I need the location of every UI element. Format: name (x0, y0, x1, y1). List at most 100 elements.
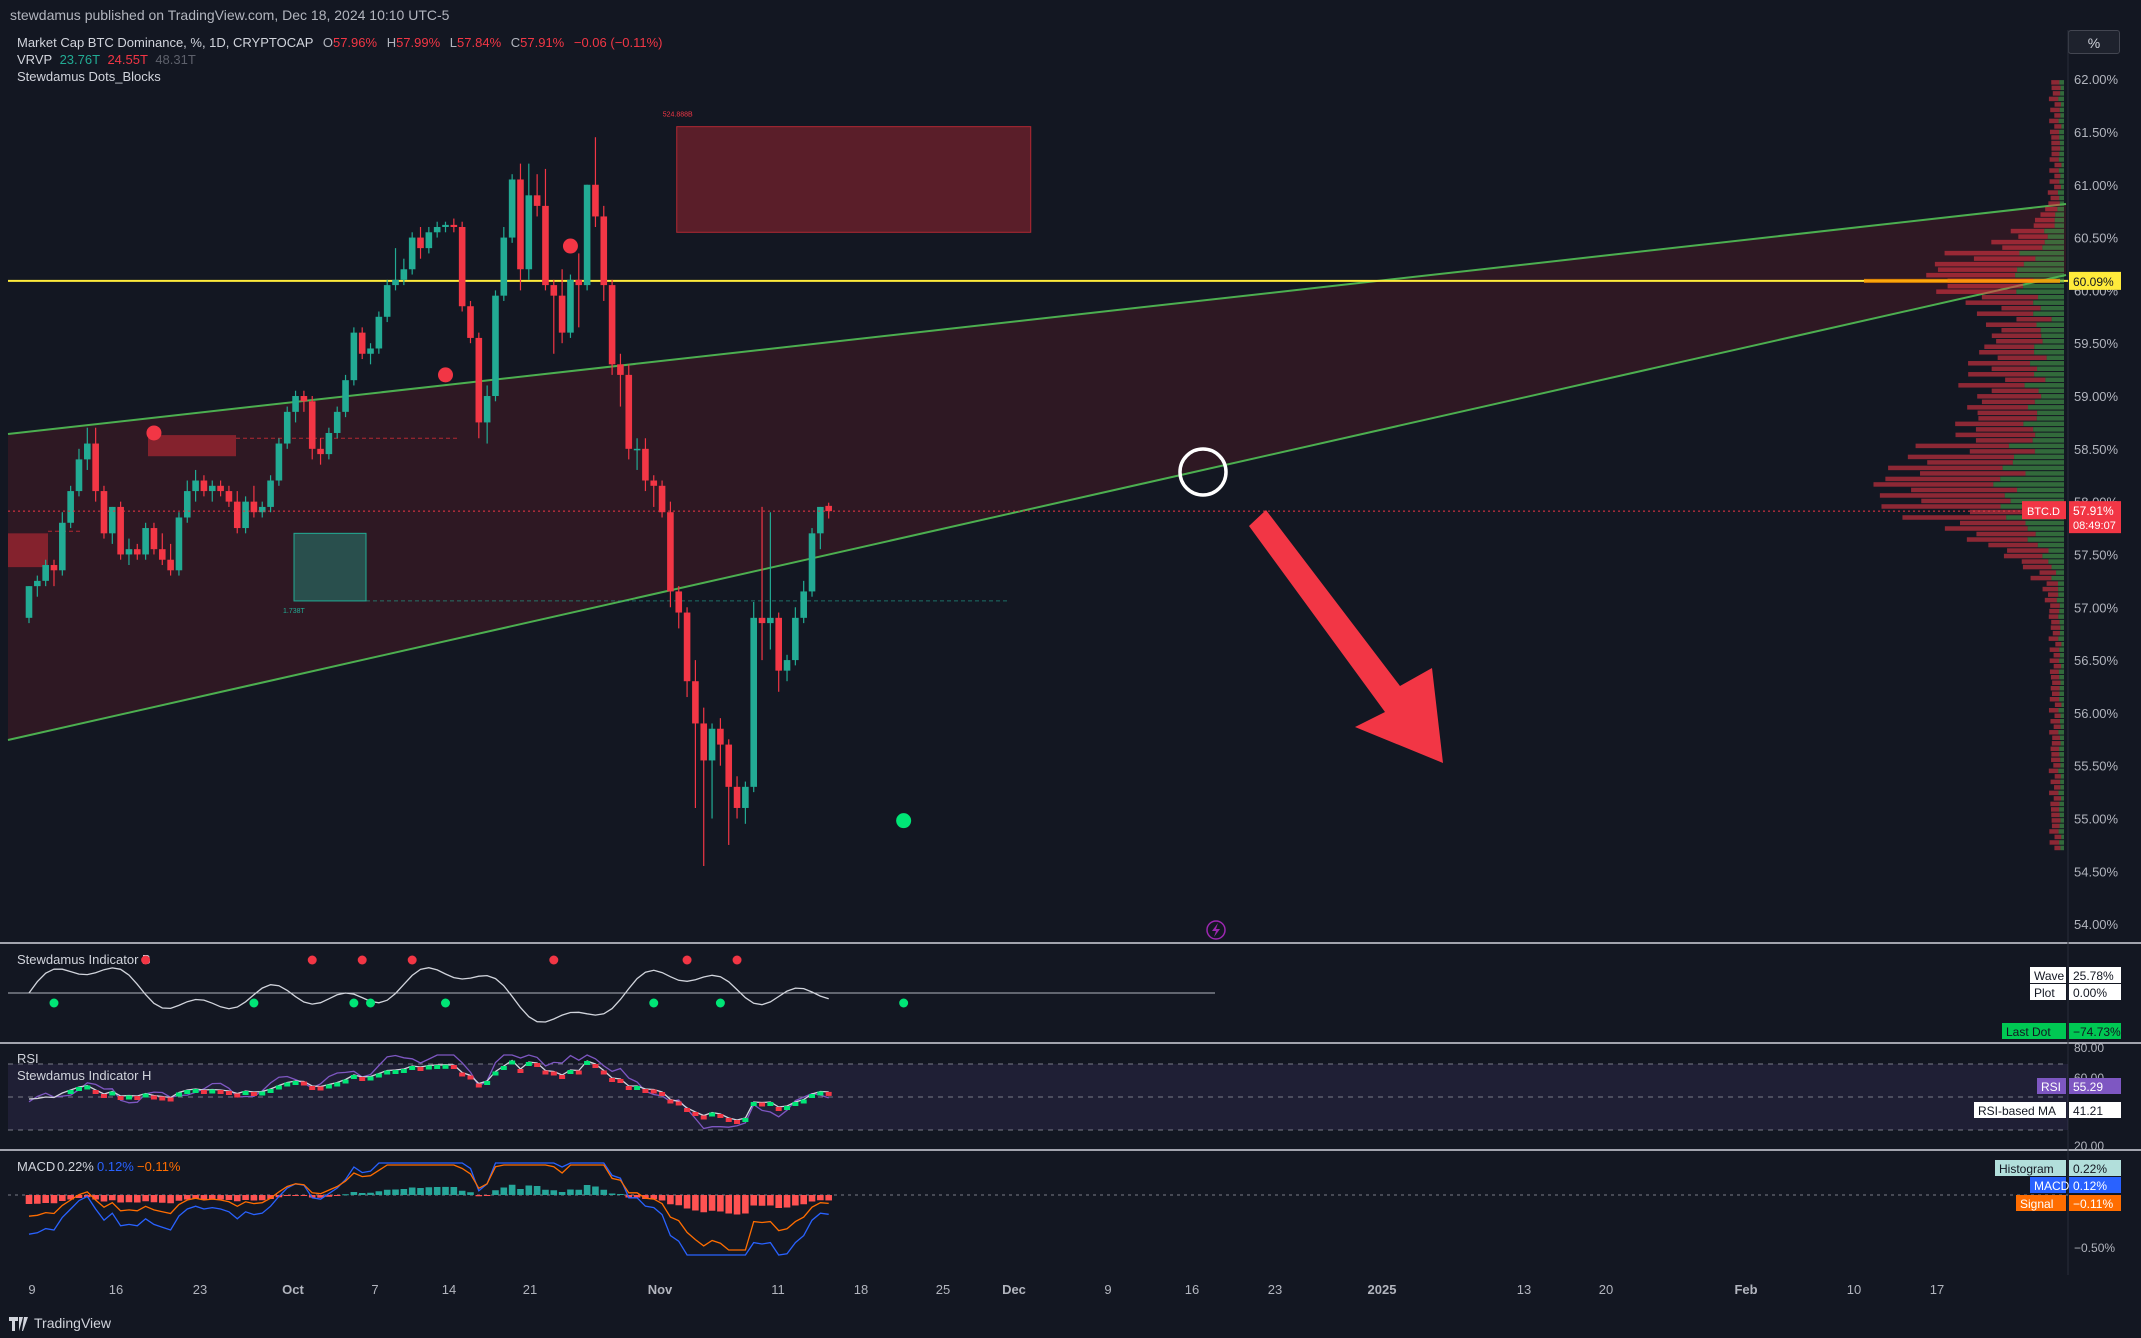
candle[interactable] (317, 438, 324, 465)
candle[interactable] (92, 427, 99, 502)
candle[interactable] (142, 522, 149, 560)
candle-body[interactable] (417, 237, 424, 249)
candle[interactable] (508, 174, 516, 243)
candle-body[interactable] (725, 744, 733, 787)
candle-body[interactable] (383, 285, 391, 317)
candle[interactable] (358, 327, 366, 360)
candle-body[interactable] (342, 380, 349, 412)
candle-body[interactable] (375, 316, 383, 349)
symbol-tag[interactable] (2022, 501, 2066, 520)
key-level-tag[interactable] (2069, 271, 2121, 290)
candle-body[interactable] (633, 448, 641, 451)
candle[interactable] (308, 396, 316, 460)
candle[interactable] (150, 522, 158, 555)
candle[interactable] (84, 427, 91, 470)
candle-body[interactable] (125, 549, 133, 555)
candle[interactable] (583, 184, 591, 291)
candle[interactable] (692, 660, 699, 808)
macd-pane[interactable]: MACD 0.22% 0.12% −0.11%−0.50%Histogram 0.22%… (8, 1159, 2121, 1256)
price-axis[interactable]: 62.00%61.50%61.00%60.50%60.00%59.50%59.0… (2022, 72, 2121, 932)
candle[interactable] (383, 279, 391, 323)
candle-body[interactable] (792, 617, 799, 661)
candle-body[interactable] (567, 279, 574, 333)
signal-dot-green[interactable] (896, 813, 912, 829)
chart-canvas[interactable]: 524.888B 1.738T 62.00% 61.50% 61.00% 60.50% 6… (0, 0, 2141, 1308)
vrvp-legend-row[interactable]: VRVP 23.76T 24.55T 48.31T (17, 51, 663, 68)
candle[interactable] (667, 501, 674, 608)
indicator-b-pane[interactable]: Stewdamus Indicator B Wave 25.78% Plot 0.00%… (8, 952, 2121, 1039)
candle-body[interactable] (117, 506, 124, 555)
supply-zone-box[interactable] (676, 126, 1032, 233)
candle[interactable] (550, 279, 558, 354)
candle[interactable] (392, 248, 399, 291)
candle-body[interactable] (300, 396, 308, 402)
candle[interactable] (442, 221, 449, 233)
red-order-block[interactable] (148, 435, 236, 457)
candle-body[interactable] (408, 237, 416, 270)
candle[interactable] (192, 469, 199, 502)
candle[interactable] (708, 723, 716, 819)
indicator-name[interactable]: Stewdamus Dots_Blocks (17, 69, 161, 84)
candle-body[interactable] (608, 285, 616, 365)
candle[interactable] (425, 227, 433, 254)
candle-body[interactable] (425, 232, 433, 249)
candle[interactable] (42, 559, 49, 587)
candle-body[interactable] (317, 448, 324, 455)
symbol-title[interactable]: Market Cap BTC Dominance, %, 1D, CRYPTOC… (17, 35, 314, 50)
candle-body[interactable] (800, 591, 807, 618)
candle[interactable] (250, 485, 258, 518)
candle[interactable] (750, 601, 758, 793)
candle[interactable] (492, 290, 499, 402)
candle-body[interactable] (575, 279, 583, 286)
candle-body[interactable] (133, 549, 141, 555)
candle-body[interactable] (433, 227, 441, 233)
candle[interactable] (342, 374, 349, 418)
candle-body[interactable] (167, 559, 174, 571)
candle[interactable] (792, 607, 799, 666)
candle-body[interactable] (450, 224, 458, 228)
candle-body[interactable] (233, 501, 241, 529)
candle-body[interactable] (358, 332, 366, 354)
candle-body[interactable] (700, 723, 708, 761)
candle[interactable] (242, 496, 249, 534)
candle[interactable] (617, 353, 624, 407)
highlight-circle[interactable] (1178, 447, 1228, 497)
candle-body[interactable] (483, 396, 491, 423)
candle[interactable] (700, 707, 708, 867)
candle[interactable] (542, 168, 549, 291)
candle-body[interactable] (658, 485, 666, 513)
candle-body[interactable] (400, 269, 408, 280)
candle-body[interactable] (217, 485, 224, 492)
candle[interactable] (517, 163, 524, 291)
candle[interactable] (733, 776, 741, 819)
candle-body[interactable] (225, 491, 233, 502)
demand-zone-box[interactable] (293, 532, 367, 602)
candle[interactable] (208, 480, 216, 502)
candle-body[interactable] (392, 279, 399, 286)
candle[interactable] (433, 221, 441, 238)
time-axis[interactable]: 9 16 23 Oct 7 14 21 Nov 11 18 25 Dec 9 16 23 2025 13 20 Fe… (28, 1282, 1944, 1297)
candle[interactable] (417, 227, 424, 259)
candle[interactable] (817, 506, 824, 550)
candle-body[interactable] (183, 491, 191, 518)
candle-body[interactable] (67, 491, 74, 523)
candle[interactable] (608, 279, 616, 375)
candle-body[interactable] (533, 195, 541, 206)
candle-body[interactable] (25, 586, 33, 618)
candle[interactable] (758, 506, 766, 661)
candle[interactable] (292, 390, 299, 423)
candle-body[interactable] (717, 728, 724, 745)
candle-body[interactable] (492, 295, 499, 397)
candle-body[interactable] (333, 411, 341, 433)
candle[interactable] (183, 480, 191, 523)
candle[interactable] (725, 739, 733, 845)
vrvp-label[interactable]: VRVP (17, 52, 52, 67)
candle-body[interactable] (242, 501, 249, 529)
candle-body[interactable] (192, 480, 199, 492)
candle-body[interactable] (84, 443, 91, 460)
candle[interactable] (475, 332, 483, 439)
signal-dot-red[interactable] (438, 367, 453, 383)
candle-body[interactable] (350, 332, 358, 381)
candle-body[interactable] (675, 591, 683, 613)
